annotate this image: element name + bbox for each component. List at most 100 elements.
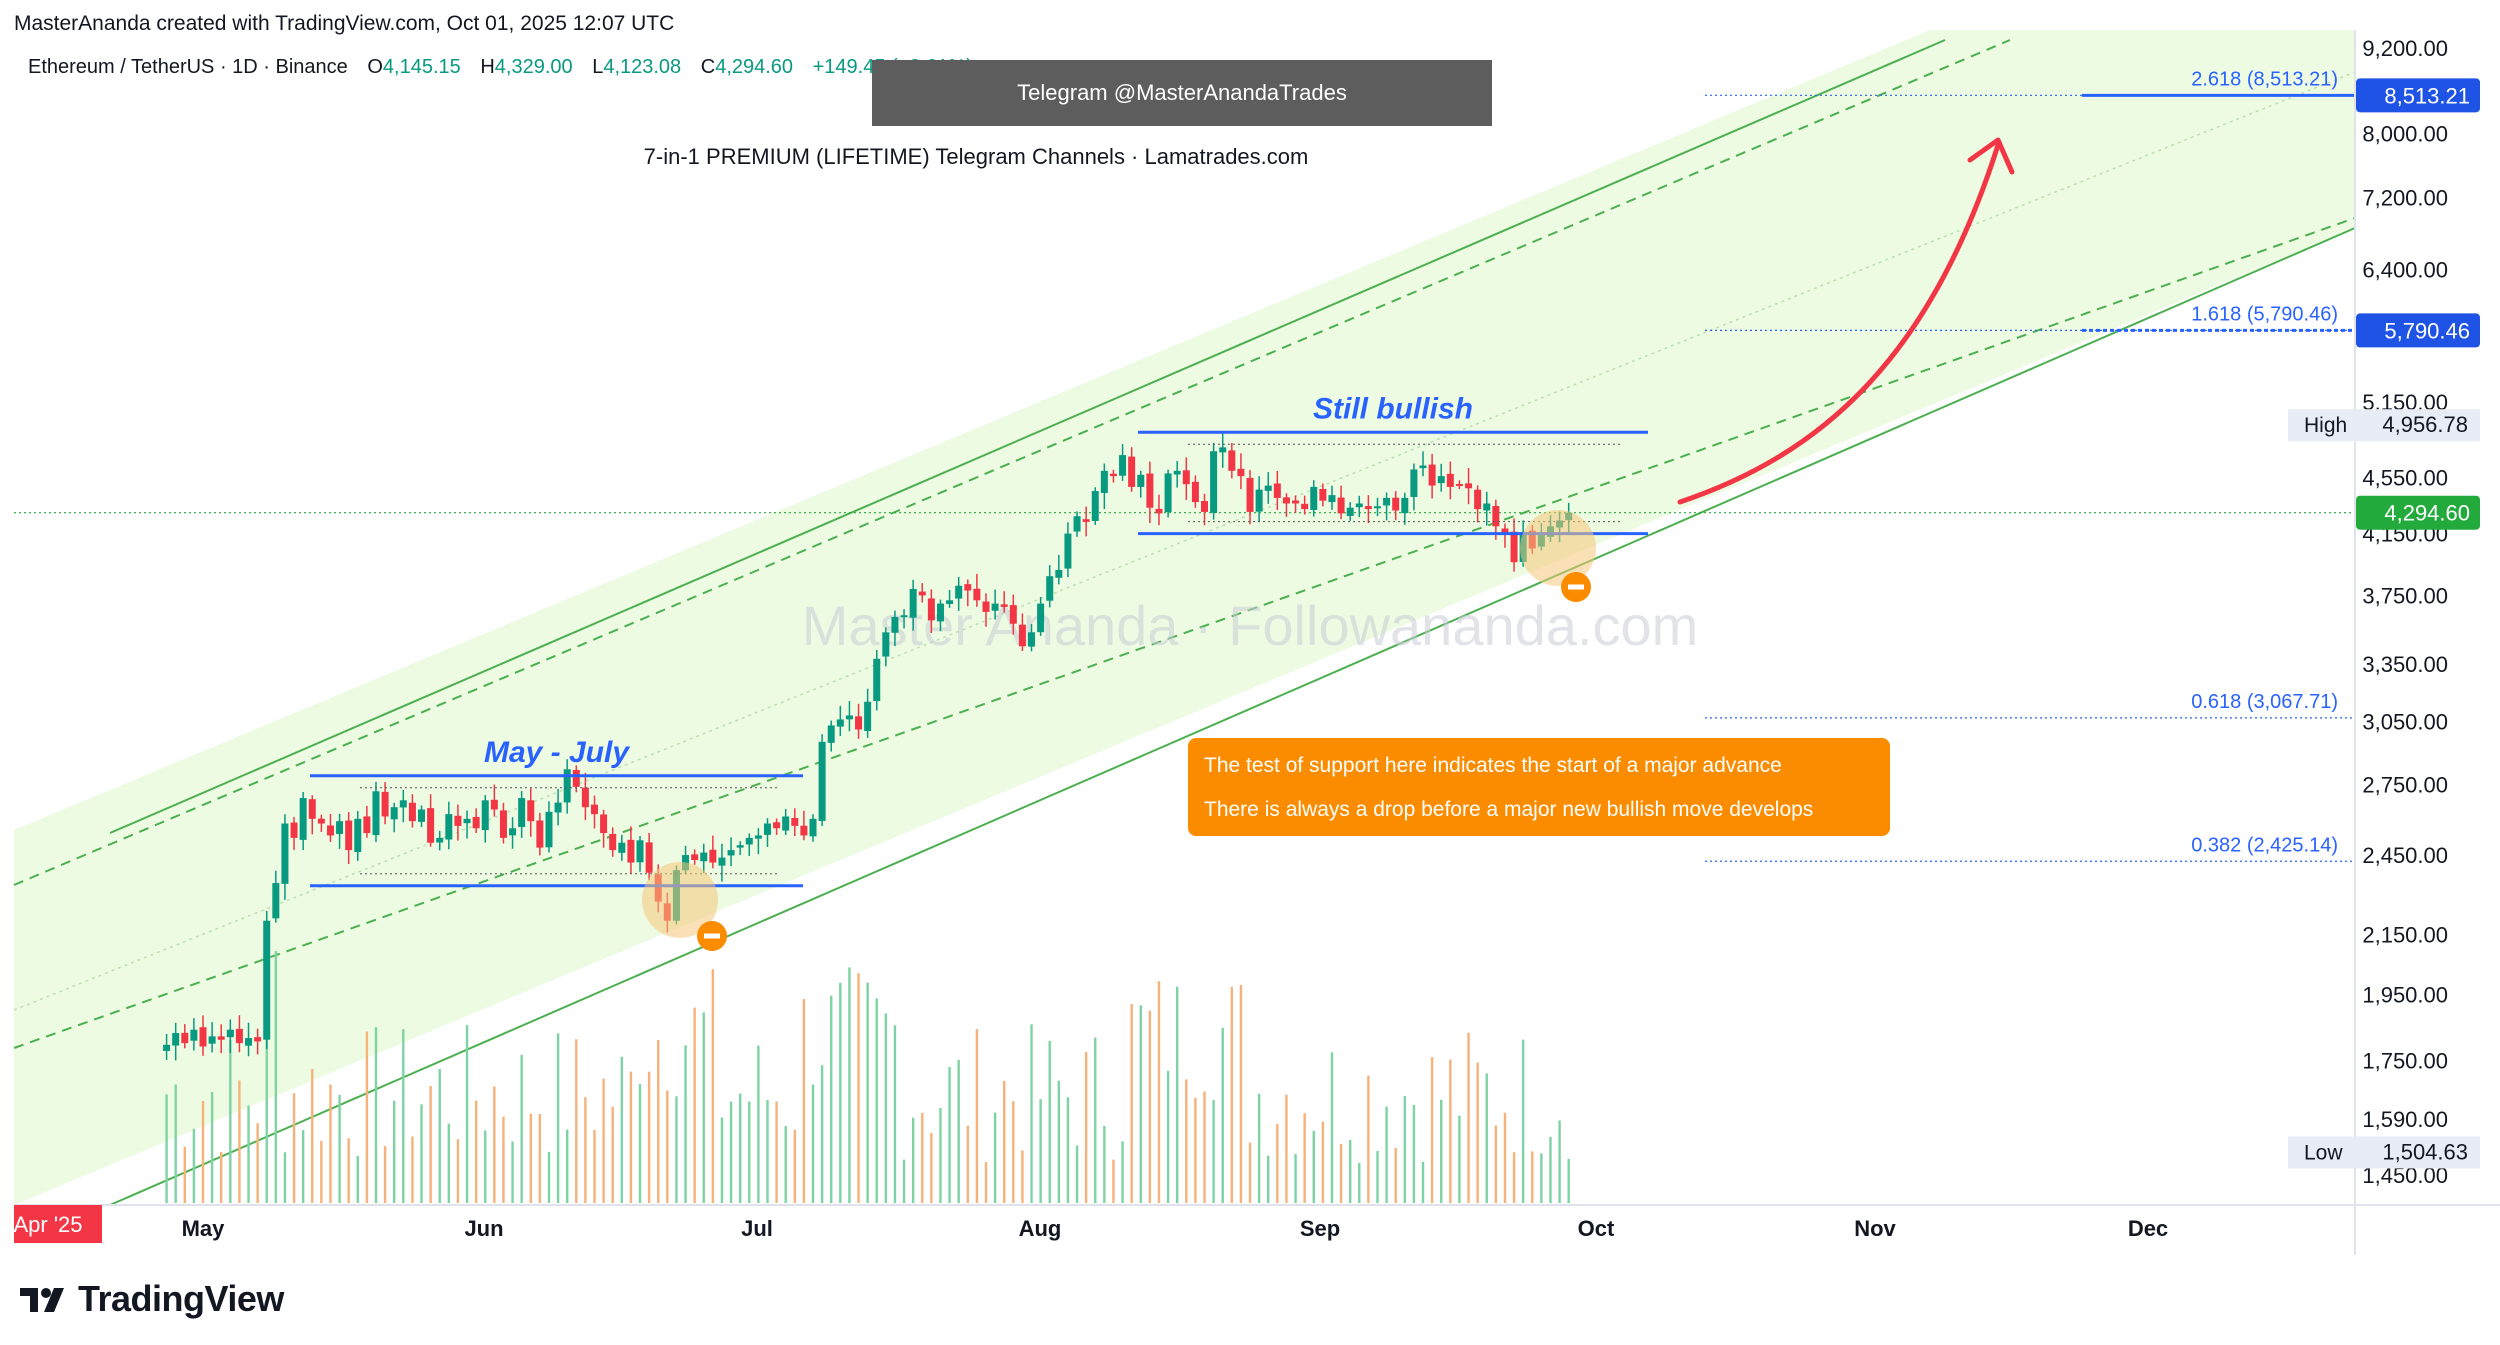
candle-body [1364, 506, 1372, 510]
candle-body [927, 598, 935, 621]
candle-body [1282, 497, 1290, 504]
volume-bar [274, 950, 278, 1203]
symbol-name[interactable]: Ethereum / TetherUS · 1D · Binance [28, 56, 348, 78]
candle-body [855, 716, 863, 730]
candle-body [1082, 519, 1090, 522]
volume-bar [1039, 1099, 1042, 1203]
candle-body [1355, 503, 1363, 508]
candle-body [1455, 484, 1463, 487]
volume-bar [1203, 1091, 1206, 1203]
volume-bar [811, 1084, 815, 1203]
volume-bar [265, 933, 268, 1203]
callout-line-2: There is always a drop before a major ne… [1204, 798, 1814, 821]
candle-body [518, 798, 526, 828]
volume-bar [165, 1094, 168, 1203]
candle-body [1492, 505, 1500, 527]
volume-bar [793, 1129, 796, 1203]
volume-bar [1139, 1005, 1142, 1203]
candle-body [1373, 506, 1381, 509]
projection-arrow-line [1677, 142, 2001, 505]
y-axis-tick-label: 1,590.00 [2362, 1107, 2448, 1132]
candle-body [1064, 533, 1072, 569]
price-tag [2356, 78, 2480, 113]
volume-bar [902, 1159, 906, 1203]
volume-bar [474, 1100, 478, 1203]
candle-body [727, 850, 735, 856]
candle-body [1346, 507, 1354, 516]
candle-body [226, 1029, 234, 1038]
telegram-banner: Telegram @MasterAnandaTrades [872, 60, 1492, 126]
candle-body [700, 852, 708, 862]
volume-bar [729, 1101, 733, 1203]
volume-bar [1467, 1032, 1470, 1203]
volume-bar [1267, 1155, 1270, 1203]
volume-bar [311, 1068, 314, 1203]
candle-body [718, 857, 726, 866]
volume-bar [183, 1146, 186, 1203]
candle-body [709, 849, 717, 863]
symbol-ohlc-legend: Ethereum / TetherUS · 1D · Binance O4,14… [28, 56, 973, 79]
candle-body [1328, 495, 1336, 503]
x-axis-tick-label: Nov [1854, 1216, 1896, 1241]
candle-body [263, 920, 271, 1040]
x-axis-tick-label: Jun [464, 1216, 503, 1241]
volume-bar [192, 1128, 196, 1203]
volume-bar [848, 967, 851, 1203]
y-axis-tick-label: 2,750.00 [2362, 773, 2448, 798]
candle-body [1501, 528, 1509, 534]
candle-body [645, 842, 653, 873]
volume-bar [1294, 1154, 1297, 1203]
low-marker-value: 1,504.63 [2382, 1139, 2468, 1164]
candle-body [609, 834, 617, 851]
candle-body [1310, 486, 1318, 510]
candle-body [445, 814, 453, 840]
volume-bar [1094, 1037, 1097, 1203]
volume-bar [465, 1025, 469, 1203]
volume-bar [1194, 1097, 1197, 1203]
volume-bar [1521, 1039, 1525, 1203]
y-axis-tick-label: 2,450.00 [2362, 843, 2448, 868]
candle-body [454, 815, 462, 826]
range-label-may-july: May - July [484, 736, 630, 769]
volume-bar [484, 1130, 487, 1203]
x-axis-tick-label: May [182, 1216, 226, 1241]
candle-body [1419, 465, 1427, 469]
volume-bar [611, 1106, 614, 1203]
candle-body [1055, 569, 1063, 578]
tradingview-logo[interactable]: TradingView [18, 1278, 284, 1320]
candle-body [1465, 483, 1473, 489]
volume-bar [1112, 1159, 1115, 1203]
candle-body [782, 816, 790, 831]
volume-bar [975, 1029, 979, 1203]
x-axis-tick-label: Oct [1578, 1216, 1615, 1241]
candle-body [873, 658, 881, 702]
volume-bar [1376, 1150, 1379, 1203]
candle-body [1292, 500, 1300, 504]
volume-bar [1021, 1150, 1024, 1203]
x-axis-tick-label: Dec [2128, 1216, 2168, 1241]
candle-body [363, 816, 371, 834]
volume-bar [301, 1130, 305, 1203]
candle-body [381, 791, 389, 817]
volume-bar [1066, 1097, 1070, 1203]
volume-bar [775, 1101, 778, 1203]
candle-body [509, 828, 517, 836]
volume-bar [839, 982, 842, 1203]
candle-body [427, 808, 435, 843]
volume-bar [602, 1078, 605, 1203]
watermark-text: Master Ananda · Followananda.com [802, 594, 1699, 657]
candle-body [572, 769, 580, 787]
volume-bar [1394, 1147, 1397, 1203]
channel-upper-dashed-line [13, 39, 2011, 886]
candle-body [1009, 605, 1017, 624]
volume-bar [493, 1086, 496, 1203]
high-marker-bg [2288, 409, 2480, 442]
candle-body [481, 800, 489, 831]
volume-bar [875, 998, 878, 1203]
y-axis-tick-label: 1,950.00 [2362, 982, 2448, 1007]
volume-bar [511, 1141, 514, 1203]
volume-bar [657, 1039, 660, 1203]
volume-bar [402, 1029, 405, 1203]
candle-body [936, 603, 944, 622]
